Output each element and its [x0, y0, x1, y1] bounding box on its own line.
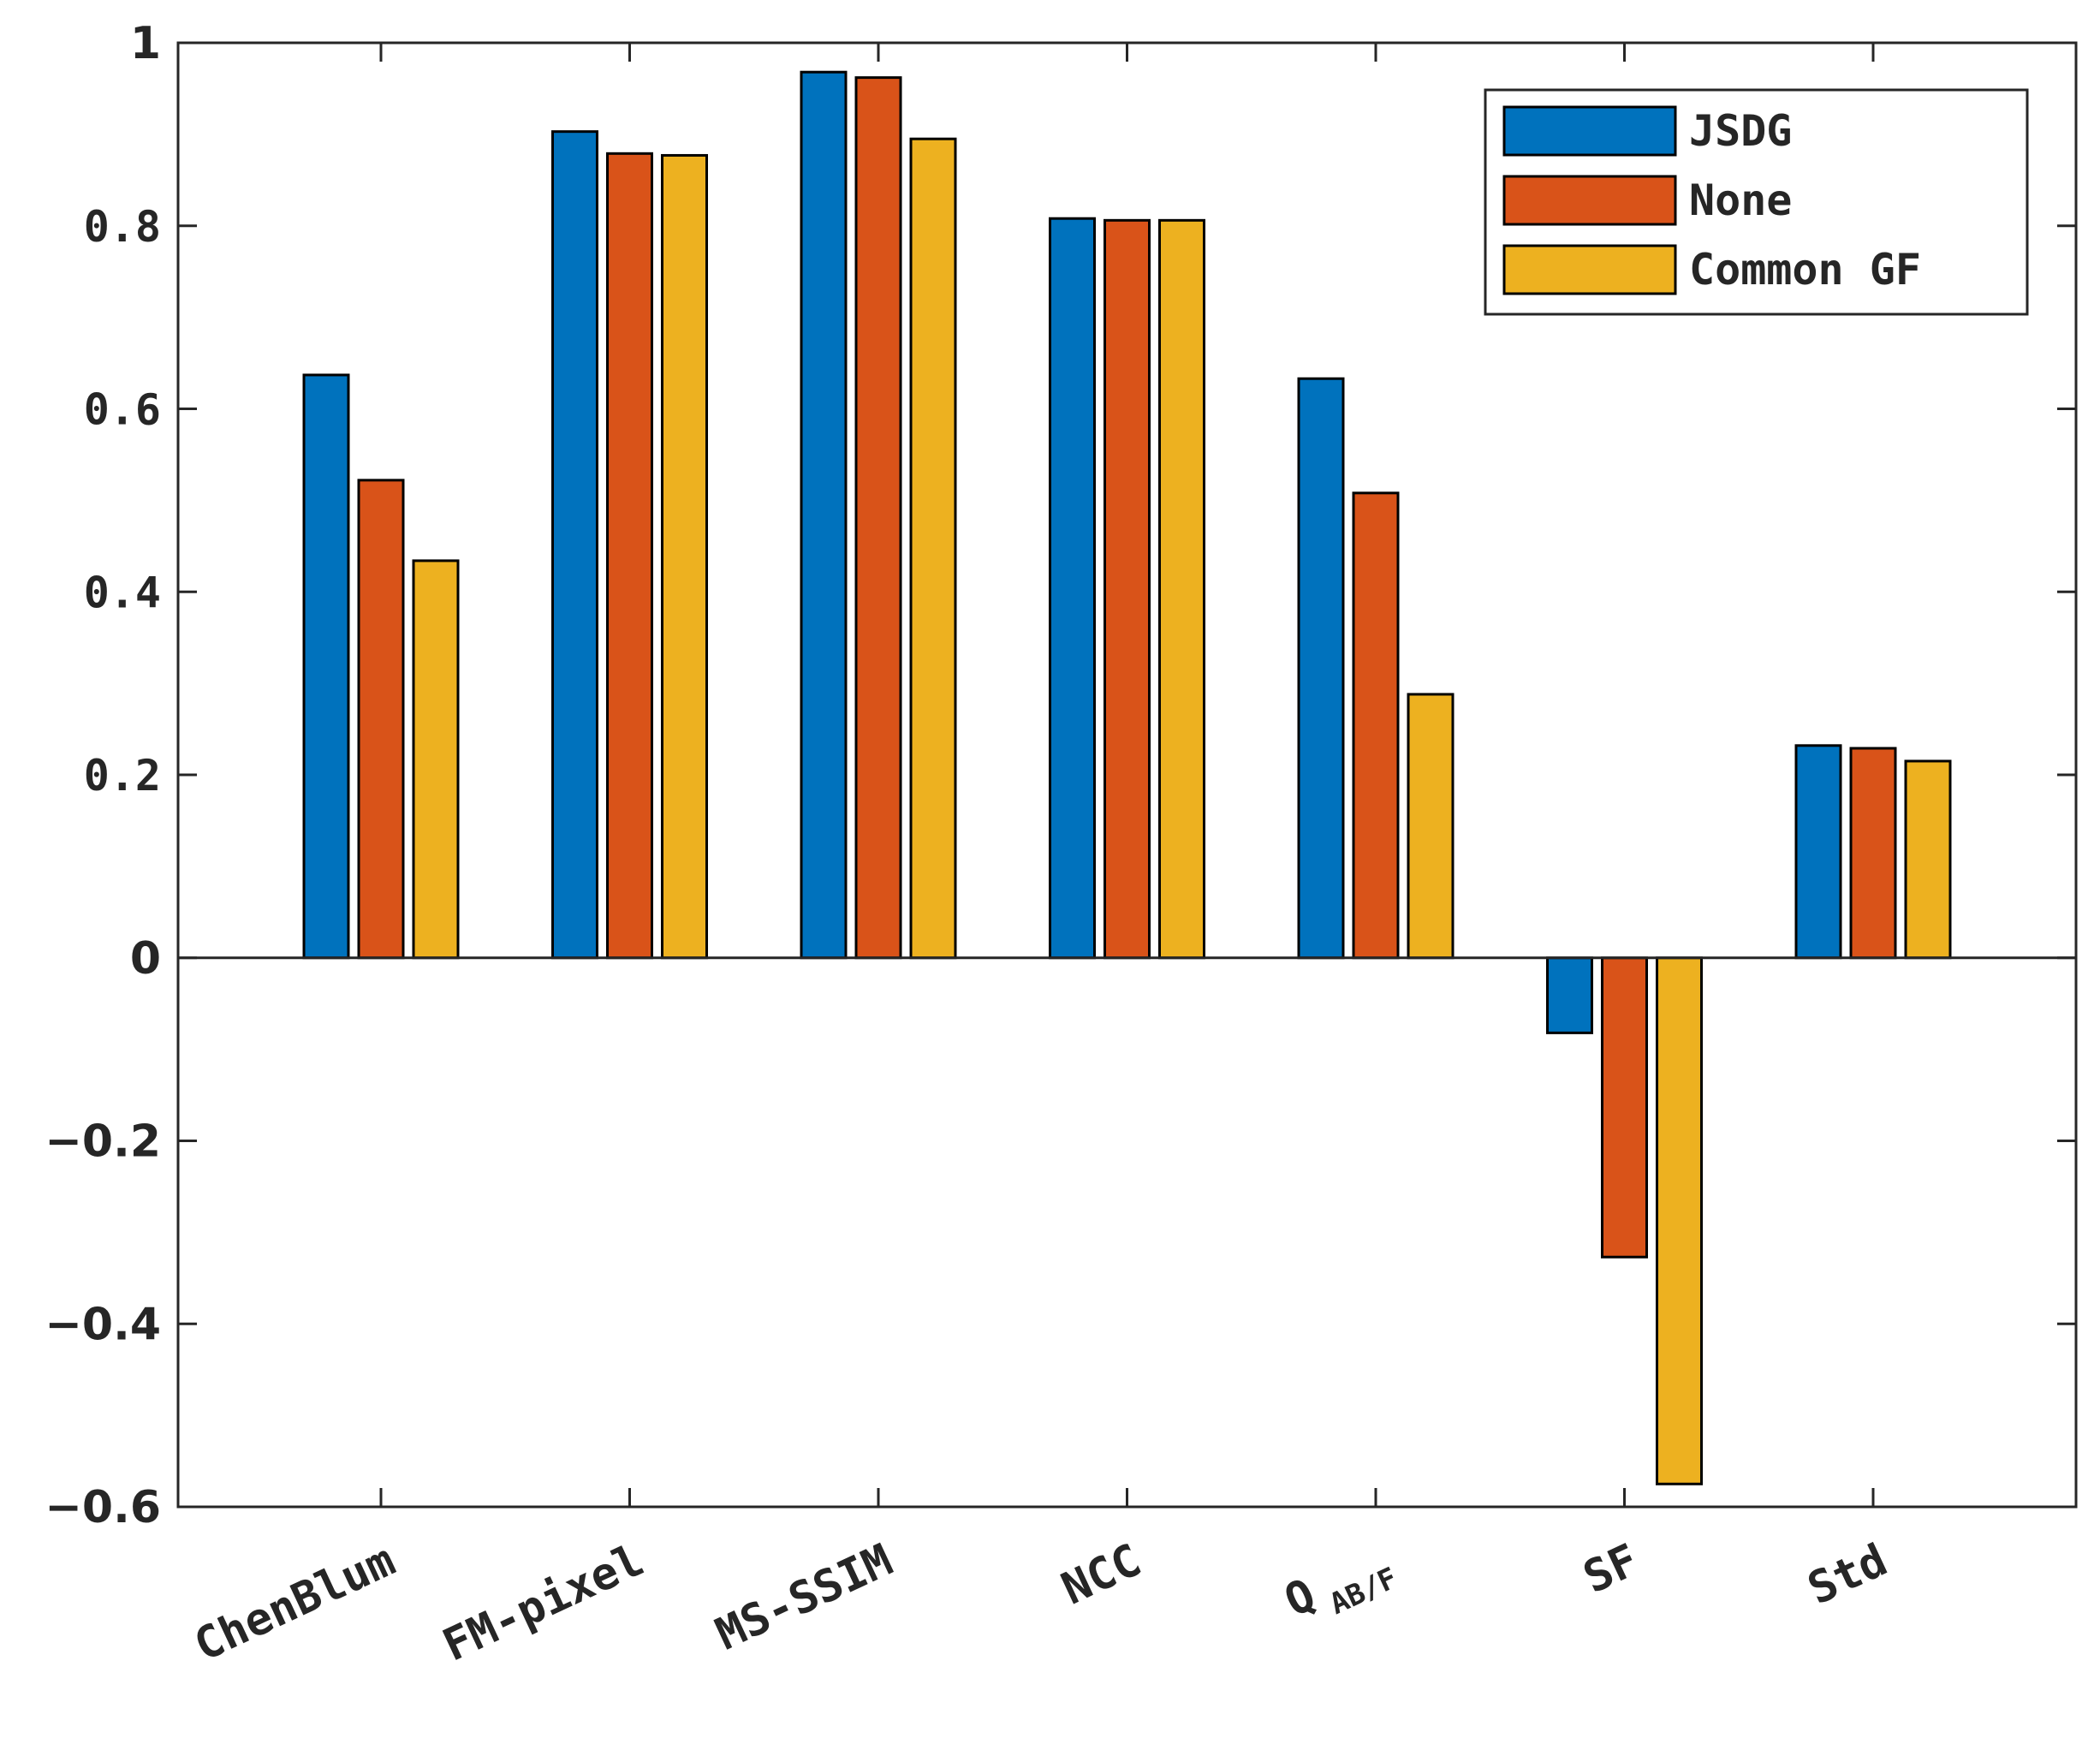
legend-swatch-none [1502, 175, 1677, 226]
x-category-label: SF [1576, 1534, 1646, 1604]
bar-jsdg-ncc [1049, 217, 1096, 960]
x-category-label-main: SF [1576, 1534, 1646, 1604]
legend-swatch-common-gf [1502, 244, 1677, 295]
x-category-label-group: NCC [1055, 1534, 1149, 1615]
y-tick-label: 1 [130, 18, 161, 69]
bar-common-gf-ms-ssim [909, 137, 957, 960]
y-tick-label: −0.4 [45, 1299, 161, 1350]
x-category-label-main: Q [1277, 1569, 1324, 1628]
x-category-label-subscript: AB/F [1324, 1561, 1402, 1622]
y-tick-label: 0 [130, 933, 161, 985]
legend: JSDG None Common GF [1484, 88, 2029, 316]
x-category-label: Std [1800, 1534, 1895, 1615]
x-category-label-main: MS-SSIM [709, 1534, 901, 1660]
bar-common-gf-fm-pixel [661, 153, 708, 960]
y-tick-label: −0.2 [45, 1116, 161, 1168]
bar-none-q [1352, 491, 1400, 960]
bar-none-chenblum [357, 479, 405, 960]
y-tick-label: 0.6 [84, 385, 161, 435]
x-category-label-main: Std [1800, 1534, 1895, 1615]
bar-jsdg-ms-ssim [800, 70, 848, 960]
x-category-label-group: ChenBlum [187, 1534, 402, 1671]
bar-common-gf-q [1407, 693, 1455, 960]
bar-none-ms-ssim [854, 76, 902, 960]
bar-jsdg-fm-pixel [551, 130, 598, 960]
bars-layer [302, 70, 1952, 1485]
x-category-label: MS-SSIM [709, 1534, 901, 1660]
bar-none-ncc [1104, 218, 1151, 960]
bar-jsdg-chenblum [302, 373, 350, 960]
x-category-label-group: QAB/F [1277, 1534, 1403, 1638]
bar-common-gf-ncc [1158, 218, 1205, 960]
x-category-label: QAB/F [1277, 1534, 1403, 1638]
x-category-label: NCC [1055, 1534, 1149, 1615]
y-tick-label: 0.2 [84, 751, 161, 801]
x-category-label-group: FM-pixel [436, 1534, 651, 1671]
x-category-label-main: ChenBlum [187, 1534, 402, 1671]
legend-label-none: None [1689, 176, 1792, 225]
bar-jsdg-q [1297, 377, 1345, 960]
bar-none-fm-pixel [606, 152, 653, 960]
y-tick-label: 0.4 [84, 568, 161, 617]
bar-jsdg-sf [1546, 956, 1593, 1034]
legend-label-jsdg: JSDG [1689, 106, 1792, 156]
x-category-label: ChenBlum [187, 1534, 402, 1671]
x-category-label-main: NCC [1055, 1534, 1149, 1615]
x-category-label-main: FM-pixel [436, 1534, 651, 1671]
bar-common-gf-chenblum [412, 559, 460, 960]
legend-label-common-gf: Common GF [1689, 245, 1921, 295]
x-category-label-group: Std [1800, 1534, 1895, 1615]
bar-common-gf-sf [1656, 956, 1703, 1485]
x-category-label-group: SF [1576, 1534, 1646, 1604]
legend-swatch-jsdg [1502, 105, 1677, 157]
y-tick-label: −0.6 [45, 1482, 161, 1533]
y-tick-label: 0.8 [84, 202, 161, 252]
bar-none-sf [1601, 956, 1648, 1259]
bar-common-gf-std [1904, 759, 1952, 960]
bar-none-std [1849, 747, 1897, 960]
x-category-label: FM-pixel [436, 1534, 651, 1671]
x-category-label-group: MS-SSIM [709, 1534, 901, 1660]
bar-jsdg-std [1794, 744, 1842, 960]
